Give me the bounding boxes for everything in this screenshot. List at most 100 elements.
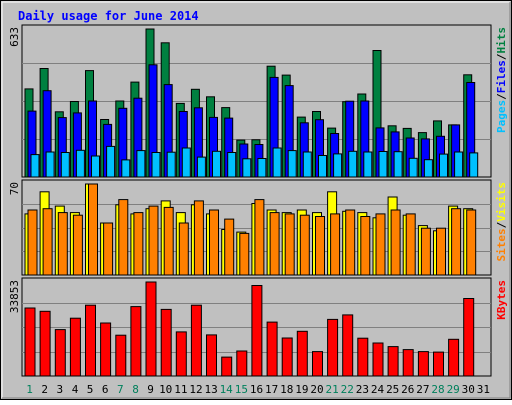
bar-pages-day-15 [242, 158, 252, 178]
x-tick-label-day-10: 10 [159, 383, 172, 396]
bar-pages-day-5 [91, 155, 100, 178]
bar-pages-day-17 [272, 147, 282, 178]
axis-label-pages: Pages [495, 100, 508, 133]
bar-sites-day-24 [375, 213, 386, 276]
x-tick-label-day-6: 6 [102, 383, 109, 396]
panel-axis-labels: Sites/Visits [495, 182, 508, 262]
panel-visits-sites: 70 Sites/Visits [8, 179, 508, 276]
bar-pages-day-25 [393, 151, 403, 178]
bar-sites-day-20 [315, 216, 325, 276]
bar-kbytes-day-12 [190, 304, 202, 377]
x-tick-label-day-22: 22 [341, 383, 354, 396]
axis-label-separator: / [495, 93, 508, 100]
panel-bars [24, 281, 475, 377]
bar-kbytes-day-29 [448, 338, 460, 377]
x-tick-label-day-26: 26 [401, 383, 414, 396]
bar-pages-day-27 [423, 159, 433, 178]
x-tick-label-day-17: 17 [265, 383, 278, 396]
panel-kbytes: 33853 KBytes [8, 277, 508, 377]
x-tick-label-day-19: 19 [295, 383, 308, 396]
bar-kbytes-day-25 [387, 346, 399, 377]
bar-pages-day-12 [196, 156, 206, 178]
bar-sites-day-21 [330, 213, 341, 276]
bar-sites-day-23 [360, 216, 371, 276]
bar-kbytes-day-4 [69, 317, 81, 377]
bar-pages-day-10 [166, 151, 176, 178]
axis-label-hits: Hits [495, 27, 508, 54]
bar-kbytes-day-18 [281, 337, 293, 377]
bar-kbytes-day-9 [145, 281, 157, 377]
axis-label-kbytes: KBytes [495, 280, 508, 320]
bar-sites-day-1 [27, 209, 38, 276]
bar-sites-day-7 [118, 199, 129, 276]
bar-kbytes-day-28 [433, 351, 444, 377]
x-tick-label-day-24: 24 [371, 383, 385, 396]
x-tick-label-day-20: 20 [310, 383, 323, 396]
frame-bevel-light [1, 1, 510, 398]
bar-sites-day-15 [239, 232, 250, 276]
bar-sites-day-13 [209, 209, 219, 276]
axis-label-visits: Visits [495, 182, 508, 222]
bar-pages-day-26 [408, 157, 418, 178]
bar-sites-day-18 [284, 213, 295, 276]
x-tick-label-day-28: 28 [431, 383, 444, 396]
bar-sites-day-27 [420, 227, 431, 276]
frame-bevel-dark [2, 2, 511, 399]
x-tick-label-day-13: 13 [204, 383, 217, 396]
bar-sites-day-6 [103, 222, 114, 276]
bar-sites-day-2 [42, 208, 53, 276]
bar-pages-day-2 [45, 151, 55, 178]
bar-pages-day-6 [106, 145, 116, 178]
bar-kbytes-day-13 [206, 334, 217, 377]
x-tick-label-day-15: 15 [235, 383, 248, 396]
x-tick-label-day-11: 11 [174, 383, 187, 396]
bar-sites-day-11 [178, 222, 189, 276]
bar-pages-day-13 [212, 150, 221, 178]
bar-sites-day-30 [466, 209, 477, 276]
chart-title: Daily usage for June 2014 [18, 9, 199, 23]
bar-sites-day-9 [148, 205, 159, 276]
x-tick-label-day-23: 23 [356, 383, 369, 396]
bar-kbytes-day-19 [296, 330, 308, 377]
bar-kbytes-day-5 [85, 304, 96, 377]
bar-pages-day-9 [151, 152, 161, 178]
bar-kbytes-day-24 [372, 342, 384, 377]
bar-sites-day-10 [163, 206, 174, 276]
x-tick-label-day-7: 7 [117, 383, 124, 396]
bar-sites-day-19 [299, 214, 310, 276]
bar-pages-day-18 [287, 150, 297, 178]
bar-kbytes-day-14 [221, 356, 233, 377]
bar-kbytes-day-7 [115, 334, 127, 377]
bar-kbytes-day-15 [236, 350, 248, 377]
x-tick-label-day-29: 29 [447, 383, 460, 396]
axis-label-separator: / [495, 53, 508, 60]
bar-pages-day-14 [227, 152, 237, 178]
bar-kbytes-day-1 [24, 307, 36, 377]
bar-pages-day-1 [30, 154, 40, 178]
bar-sites-day-3 [57, 212, 68, 276]
bar-pages-day-28 [439, 153, 448, 178]
bar-pages-day-20 [318, 155, 327, 178]
bar-kbytes-day-11 [175, 331, 187, 377]
bar-kbytes-day-16 [251, 285, 263, 377]
x-tick-label-day-14: 14 [220, 383, 234, 396]
panel-bars [24, 183, 477, 276]
axis-label-sites: Sites [495, 228, 508, 261]
bar-pages-day-29 [454, 151, 464, 178]
x-tick-label-day-8: 8 [132, 383, 139, 396]
bar-pages-day-19 [302, 151, 312, 178]
bar-sites-day-26 [405, 213, 416, 276]
panel-bars [24, 28, 479, 178]
bar-pages-day-23 [363, 151, 373, 178]
bar-kbytes-day-2 [39, 310, 51, 377]
x-tick-label-day-5: 5 [87, 383, 94, 396]
bar-sites-day-4 [72, 214, 83, 276]
x-tick-label-day-25: 25 [386, 383, 399, 396]
bar-pages-day-4 [75, 149, 85, 178]
bar-kbytes-day-3 [54, 329, 66, 377]
x-tick-label-day-16: 16 [250, 383, 263, 396]
x-tick-label-day-12: 12 [189, 383, 202, 396]
